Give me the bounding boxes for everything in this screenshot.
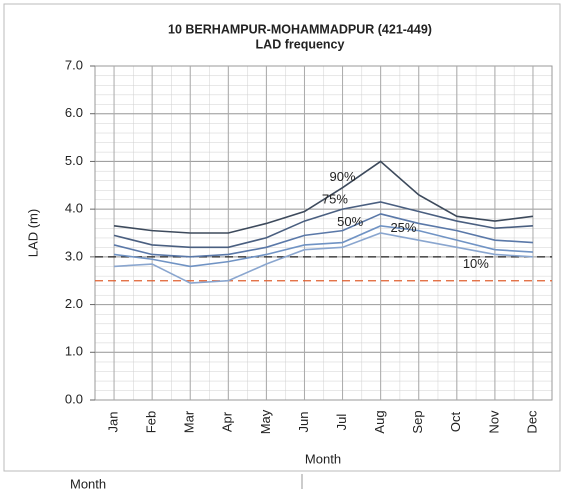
x-tick-label: Sep (410, 410, 425, 433)
x-tick-label: Dec (524, 410, 539, 434)
x-axis-label: Month (305, 451, 341, 466)
x-tick-label: Aug (372, 410, 387, 433)
x-tick-label: Nov (486, 410, 501, 434)
series-line (113, 225, 534, 268)
x-tick-label: May (258, 409, 273, 434)
x-tick-label: Jul (334, 414, 349, 431)
x-tick-label: Mar (182, 410, 197, 433)
x-tick-label: Apr (220, 411, 235, 432)
y-axis-label: LAD (m) (25, 209, 40, 257)
y-tick-label: 3.0 (65, 248, 83, 263)
y-tick-label: 1.0 (65, 344, 83, 359)
series-line (113, 201, 534, 249)
y-tick-label: 6.0 (65, 105, 83, 120)
series-label: 10% (463, 256, 489, 271)
y-tick-label: 7.0 (65, 57, 83, 72)
footer-fragment: Month (70, 476, 106, 489)
series-line (113, 160, 534, 234)
y-tick-label: 5.0 (65, 153, 83, 168)
series-line (113, 232, 534, 284)
series-label: 90% (330, 169, 356, 184)
x-tick-label: Jun (296, 412, 311, 433)
y-tick-label: 4.0 (65, 201, 83, 216)
series-line (113, 213, 534, 258)
x-tick-label: Oct (448, 412, 463, 433)
y-tick-label: 2.0 (65, 296, 83, 311)
chart-subtitle: LAD frequency (256, 37, 345, 51)
series-label: 25% (390, 220, 416, 235)
series-label: 75% (322, 192, 348, 207)
series-label: 50% (337, 214, 363, 229)
chart-title: 10 BERHAMPUR-MOHAMMADPUR (421-449) (168, 22, 432, 36)
x-tick-label: Jan (105, 412, 120, 433)
y-tick-label: 0.0 (65, 391, 83, 406)
x-tick-label: Feb (144, 411, 159, 433)
mask (0, 471, 565, 479)
